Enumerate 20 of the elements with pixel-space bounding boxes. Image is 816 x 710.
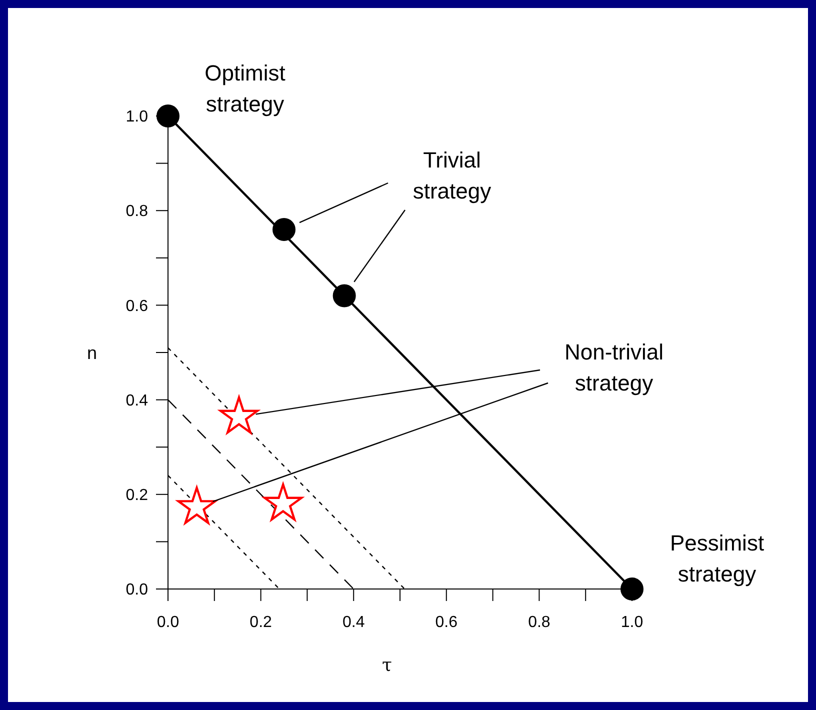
x-tick-label: 0.6 <box>435 614 458 631</box>
y-tick-label: 0.4 <box>126 392 148 410</box>
series-label: Pessimist strategy <box>670 530 764 587</box>
x-tick-label: 0.0 <box>156 614 180 631</box>
x-tick-label: 0.4 <box>342 614 365 631</box>
x-axis-title: τ <box>382 655 392 676</box>
y-tick-label: 0.6 <box>126 298 148 315</box>
y-tick-label: 0.2 <box>126 487 148 504</box>
y-tick-label: 0.0 <box>126 582 148 599</box>
y-tick-label: 0.8 <box>126 203 148 220</box>
point <box>272 218 296 241</box>
y-axis-title: n <box>86 342 98 363</box>
text: Non-trivial strategy <box>564 340 664 396</box>
y-tick-label: 1.0 <box>126 108 148 126</box>
x-tick-label: 0.8 <box>528 614 550 631</box>
text: Trivial strategy <box>412 148 492 204</box>
x-tick-label: 0.2 <box>250 614 272 631</box>
series-label: Optimist strategy <box>204 60 286 117</box>
point <box>332 284 356 308</box>
x-tick-label: 1.0 <box>620 614 644 631</box>
